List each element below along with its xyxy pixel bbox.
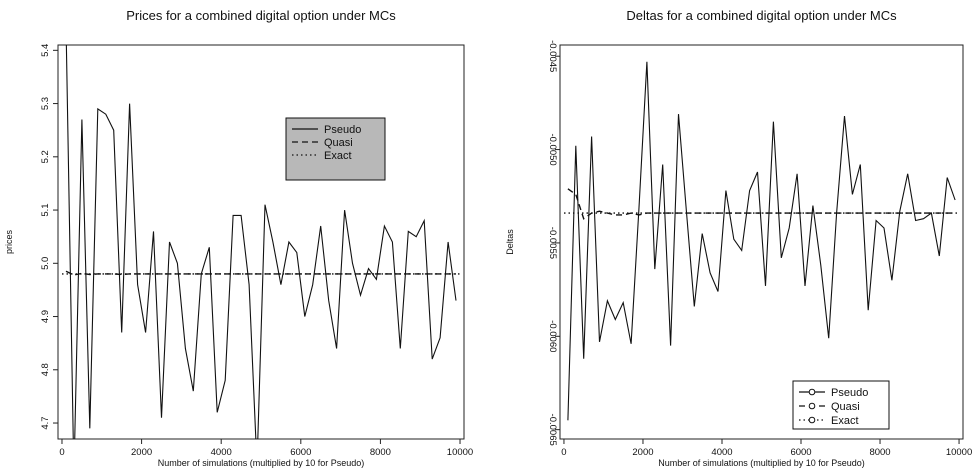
x-tick-label: 4000 [211, 447, 232, 458]
y-tick-label: 4.8 [40, 363, 51, 376]
x-tick-label: 10000 [447, 447, 473, 458]
plot-frame [559, 44, 964, 440]
y-axis-label: Deltas [505, 229, 515, 255]
legend: Pseudo Quasi Exact [792, 380, 890, 430]
x-tick-label: 2000 [632, 447, 653, 458]
x-tick-label: 10000 [946, 447, 972, 458]
chart-title: Prices for a combined digital option und… [126, 8, 396, 23]
x-tick-label: 6000 [790, 447, 811, 458]
plot-frame [57, 44, 465, 440]
x-tick-label: 2000 [131, 447, 152, 458]
y-tick-label: 5.2 [40, 150, 51, 163]
series-line-pseudo [567, 61, 956, 421]
legend-label-quasi: Quasi [831, 401, 860, 413]
series-line-quasi [567, 188, 956, 220]
y-axis-label: prices [4, 230, 14, 255]
y-tick-label: 4.9 [40, 310, 51, 323]
legend-label-pseudo: Pseudo [831, 387, 868, 399]
x-tick-label: 4000 [711, 447, 732, 458]
legend-label-pseudo: Pseudo [324, 124, 361, 136]
x-tick-label: 0 [561, 447, 566, 458]
chart-title: Deltas for a combined digital option und… [626, 8, 897, 23]
legend-label-exact: Exact [831, 415, 859, 427]
panel-1: Prices for a combined digital option und… [4, 8, 473, 468]
legend-marker [808, 388, 816, 396]
y-tick-label: 5.0 [40, 257, 51, 270]
series-group [564, 61, 959, 421]
series-group [62, 45, 460, 439]
y-tick-label: -0.0055 [547, 227, 558, 259]
x-tick-label: 0 [59, 447, 64, 458]
y-tick-label: -0.0065 [547, 414, 558, 446]
y-tick-label: -0.0050 [547, 133, 558, 165]
y-tick-label: 5.3 [40, 97, 51, 110]
y-tick-label: 4.7 [40, 416, 51, 429]
legend-marker [808, 416, 816, 424]
y-tick-label: -0.0045 [547, 40, 558, 72]
legend-marker [808, 402, 816, 410]
legend-label-exact: Exact [324, 150, 352, 162]
x-tick-label: 6000 [290, 447, 311, 458]
y-tick-label: -0.0060 [547, 320, 558, 352]
x-axis-label: Number of simulations (multiplied by 10 … [158, 458, 365, 468]
y-tick-label: 5.4 [40, 44, 51, 57]
series-line-pseudo [65, 45, 457, 439]
x-axis-label: Number of simulations (multiplied by 10 … [658, 458, 865, 468]
x-tick-label: 8000 [869, 447, 890, 458]
legend-label-quasi: Quasi [324, 137, 353, 149]
x-tick-label: 8000 [370, 447, 391, 458]
y-tick-label: 5.1 [40, 203, 51, 216]
panel-2: Deltas for a combined digital option und… [505, 8, 972, 468]
legend-box [285, 117, 386, 181]
